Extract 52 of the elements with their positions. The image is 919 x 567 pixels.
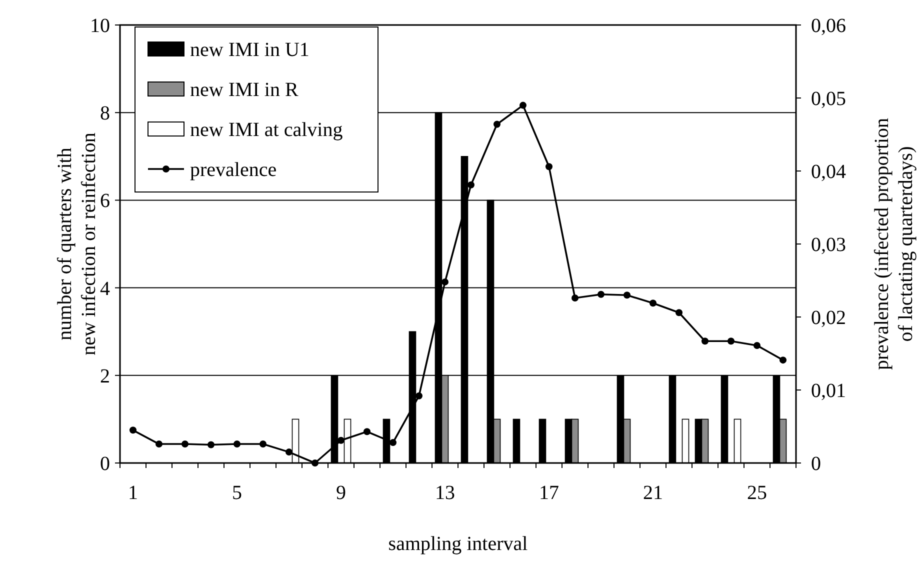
legend-label: prevalence <box>190 159 277 181</box>
legend-label: new IMI at calving <box>190 119 343 141</box>
point <box>260 440 266 448</box>
legend-label: new IMI in U1 <box>190 39 310 61</box>
y-tick-label: 2 <box>100 365 110 388</box>
point <box>598 290 604 298</box>
y2-tick-label: 0,01 <box>811 380 846 402</box>
point <box>182 440 188 448</box>
point <box>624 292 630 299</box>
point <box>208 441 214 448</box>
point <box>650 300 656 307</box>
x-tick-label: 13 <box>435 482 455 504</box>
point <box>520 102 526 109</box>
x-tick-label: 25 <box>747 482 767 504</box>
x-tick-label: 21 <box>643 482 663 504</box>
point <box>130 426 136 434</box>
y-tick-label: 6 <box>100 190 110 212</box>
point <box>286 448 292 456</box>
y-tick-label: 8 <box>100 102 110 125</box>
y2-tick-label: 0,05 <box>811 88 846 110</box>
point <box>546 163 552 170</box>
x-axis-title: sampling interval <box>388 533 528 555</box>
point <box>234 440 240 448</box>
point <box>416 392 422 400</box>
x-tick-label: 17 <box>539 482 559 504</box>
point <box>676 309 682 316</box>
x-tick-label: 5 <box>232 482 242 504</box>
point <box>728 338 734 345</box>
point <box>572 294 578 302</box>
point <box>156 440 162 448</box>
y-tick-label: 10 <box>90 15 110 37</box>
y2-tick-label: 0,04 <box>811 161 846 183</box>
point <box>754 342 760 349</box>
legend-label: new IMI in R <box>190 79 299 101</box>
y2-tick-label: 0,02 <box>811 307 846 329</box>
y2-tick-label: 0,06 <box>811 15 846 37</box>
point <box>390 439 396 446</box>
point <box>338 436 344 444</box>
x-tick-label: 1 <box>128 482 138 504</box>
y2-tick-label: 0,03 <box>811 234 846 256</box>
y2-tick-label: 0 <box>811 453 821 475</box>
point <box>780 356 786 364</box>
point <box>442 278 448 286</box>
y-tick-label: 4 <box>100 278 110 300</box>
y-tick-label: 0 <box>100 453 110 475</box>
point <box>494 120 500 128</box>
point <box>702 338 708 345</box>
y2-axis-title: prevalence (infected proportion of lactating quarterdays) <box>871 118 917 370</box>
point <box>364 428 370 436</box>
y-axis-title: number of quarters with new infection or reinfection <box>54 132 100 356</box>
x-tick-label: 9 <box>336 482 346 504</box>
point <box>468 181 474 188</box>
